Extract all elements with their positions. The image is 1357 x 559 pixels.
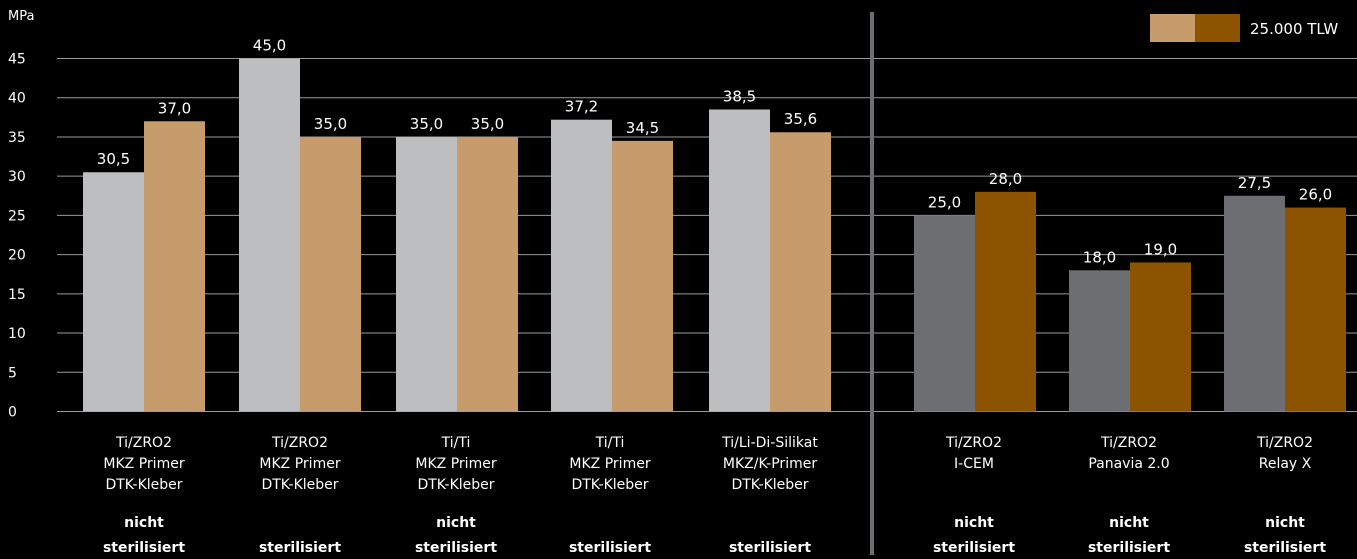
bar [709,109,770,412]
category-label: DTK-Kleber [105,477,182,493]
category-label: DTK-Kleber [731,477,808,493]
y-tick-label: 20 [8,248,26,264]
bar-value-label: 38,5 [723,87,756,105]
status-label: sterilisiert [569,540,651,555]
y-tick-label: 25 [8,208,26,224]
category-label: Panavia 2.0 [1088,456,1169,472]
category-label: Ti/ZRO2 [271,435,328,451]
y-tick-label: 30 [8,169,26,185]
legend-swatch [1150,14,1195,42]
category-label: MKZ Primer [259,456,340,472]
category-label: DTK-Kleber [571,477,648,493]
category-label: Relay X [1259,456,1312,472]
bar [83,172,144,412]
category-label: MKZ Primer [103,456,184,472]
category-label: DTK-Kleber [261,477,338,493]
bar-value-label: 26,0 [1299,186,1332,204]
bar [300,136,361,412]
category-label: Ti/Ti [595,435,625,451]
bar-value-label: 34,5 [626,119,659,137]
status-label: nicht [436,515,476,531]
bar-value-label: 35,0 [314,115,347,133]
y-tick-label: 45 [8,52,26,68]
bar-value-label: 28,0 [989,170,1022,188]
bar-value-label: 30,5 [97,150,130,168]
bar-value-label: 19,0 [1144,240,1177,258]
category-label: Ti/Li-Di-Silikat [721,435,818,451]
bar [770,132,831,412]
legend-swatch [1195,14,1240,42]
status-label: nicht [124,515,164,531]
y-tick-label: 10 [8,326,26,342]
bar-value-label: 27,5 [1238,174,1271,192]
bar [551,119,612,412]
status-label: sterilisiert [1088,540,1170,555]
bar [975,191,1036,412]
status-label: sterilisiert [259,540,341,555]
bar [144,121,205,412]
status-label: sterilisiert [103,540,185,555]
y-tick-label: 40 [8,91,26,107]
group-separator [870,12,874,555]
bar-value-label: 35,6 [784,110,817,128]
status-label: nicht [1265,515,1305,531]
status-label: sterilisiert [1244,540,1326,555]
bar-value-label: 35,0 [471,115,504,133]
status-label: nicht [1109,515,1149,531]
status-label: sterilisiert [933,540,1015,555]
category-label: MKZ Primer [415,456,496,472]
bar [1069,270,1130,412]
category-label: MKZ/K-Primer [723,456,817,472]
bar [1285,207,1346,412]
bar-value-label: 37,2 [565,98,598,116]
bar [239,58,300,412]
bar-value-label: 35,0 [410,115,443,133]
bar [1224,195,1285,412]
bar [914,215,975,412]
bar-value-label: 18,0 [1083,248,1116,266]
category-label: Ti/ZRO2 [945,435,1002,451]
bar-value-label: 37,0 [158,99,191,117]
y-axis-unit: MPa [8,9,34,24]
y-tick-label: 5 [8,365,17,381]
bar [396,136,457,412]
bar-value-label: 25,0 [928,193,961,211]
bar [612,140,673,412]
category-label: MKZ Primer [569,456,650,472]
category-label: Ti/ZRO2 [1256,435,1313,451]
legend-label: 25.000 TLW [1250,20,1338,38]
category-label: Ti/ZRO2 [115,435,172,451]
category-label: I-CEM [954,456,994,472]
y-tick-label: 15 [8,287,26,303]
y-tick-label: 0 [8,405,17,421]
status-label: nicht [954,515,994,531]
bar [1130,262,1191,412]
bar-value-label: 45,0 [253,37,286,55]
category-label: Ti/Ti [441,435,471,451]
status-label: sterilisiert [415,540,497,555]
status-label: sterilisiert [729,540,811,555]
category-label: Ti/ZRO2 [1100,435,1157,451]
bar [457,136,518,412]
category-label: DTK-Kleber [417,477,494,493]
y-tick-label: 35 [8,130,26,146]
